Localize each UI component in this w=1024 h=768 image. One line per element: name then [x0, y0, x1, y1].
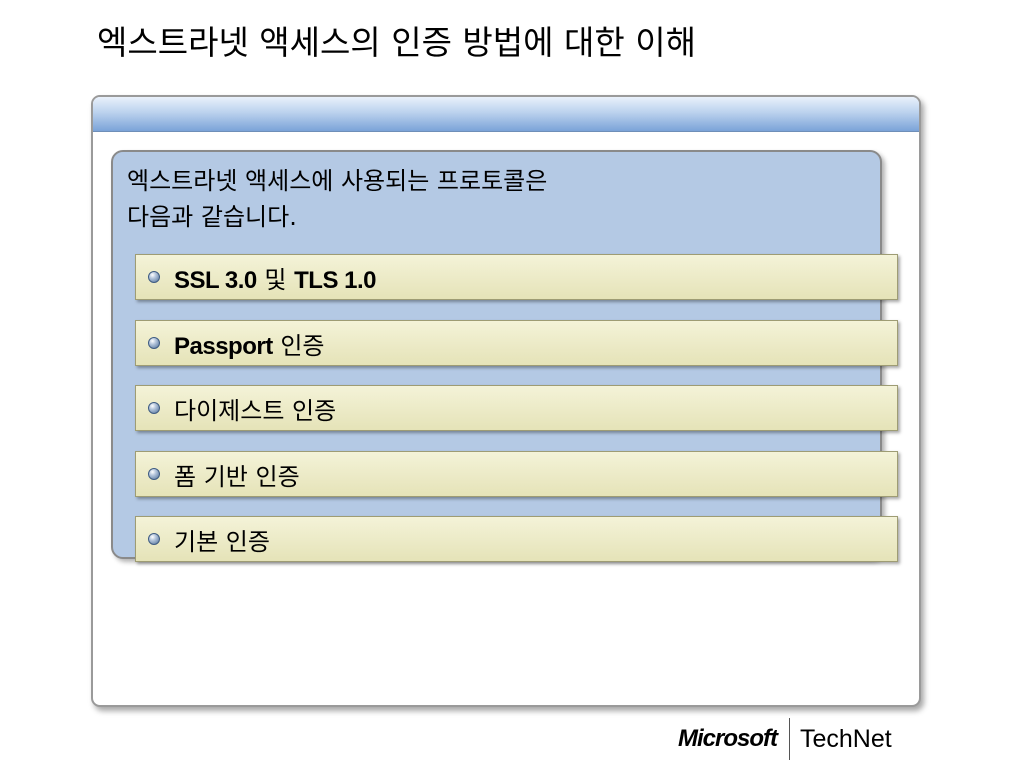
- slide-title: 엑스트라넷 액세스의 인증 방법에 대한 이해: [97, 23, 696, 62]
- item-bold-2: TLS 1.0: [294, 266, 376, 294]
- logo-divider: [789, 718, 790, 760]
- list-item: 기본 인증: [135, 516, 898, 562]
- list-item: Passport 인증: [135, 320, 898, 366]
- list-item-text: 폼 기반 인증: [174, 462, 300, 491]
- microsoft-technet-logo: Microsoft TechNet: [678, 716, 892, 762]
- bullet-icon: [148, 402, 160, 414]
- technet-wordmark: TechNet: [800, 724, 892, 753]
- bullet-icon: [148, 271, 160, 283]
- bullet-icon: [148, 533, 160, 545]
- list-item: SSL 3.0 및 TLS 1.0: [135, 254, 898, 300]
- intro-line-1: 엑스트라넷 액세스에 사용되는 프로토콜은: [127, 167, 548, 195]
- list-item-text: Passport 인증: [174, 326, 325, 361]
- item-mid: 및: [256, 265, 295, 294]
- list-item: 폼 기반 인증: [135, 451, 898, 497]
- intro-text: 엑스트라넷 액세스에 사용되는 프로토콜은 다음과 같습니다.: [127, 163, 847, 235]
- list-item-text: SSL 3.0 및 TLS 1.0: [174, 260, 376, 295]
- intro-line-2: 다음과 같습니다.: [127, 203, 297, 231]
- bullet-icon: [148, 468, 160, 480]
- list-item-text: 기본 인증: [174, 527, 270, 556]
- microsoft-wordmark: Microsoft: [678, 725, 778, 752]
- item-mid: 인증: [272, 331, 325, 360]
- item-bold: SSL 3.0: [174, 266, 257, 294]
- list-item: 다이제스트 인증: [135, 385, 898, 431]
- bullet-icon: [148, 337, 160, 349]
- list-item-text: 다이제스트 인증: [174, 396, 337, 425]
- item-bold: Passport: [174, 332, 273, 360]
- panel-header-bar: [93, 97, 919, 132]
